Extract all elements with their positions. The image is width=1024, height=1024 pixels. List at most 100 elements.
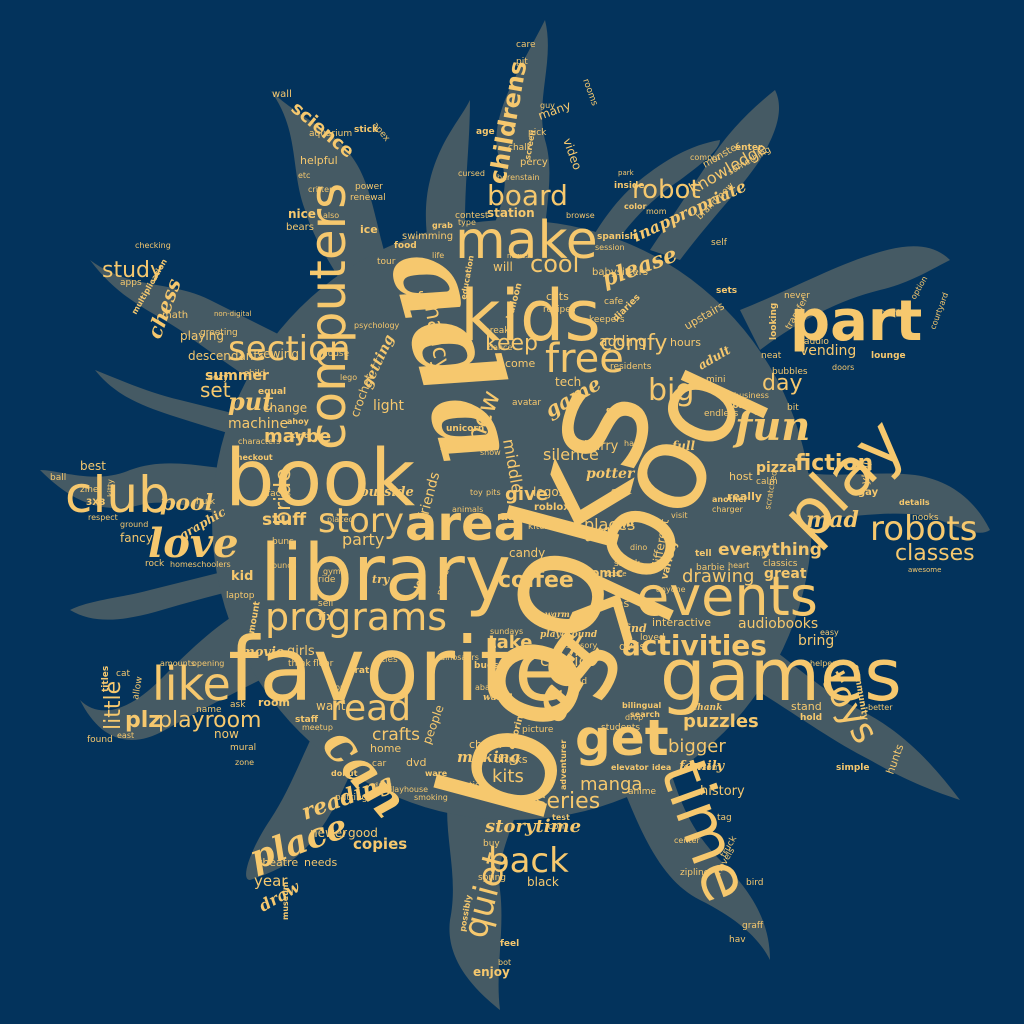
- word: stand: [791, 700, 822, 713]
- word: party: [342, 530, 384, 549]
- word: areas: [599, 597, 630, 610]
- word: floor: [313, 659, 334, 669]
- word: search: [630, 710, 660, 719]
- word: really: [727, 490, 762, 503]
- word: warm: [545, 609, 570, 619]
- word: picture: [522, 725, 554, 735]
- word: contest: [455, 211, 489, 221]
- word: respect: [88, 513, 118, 522]
- word: simple: [836, 763, 869, 773]
- word: also: [323, 211, 339, 220]
- word: station: [487, 206, 535, 220]
- word: looking: [769, 303, 779, 340]
- word: take: [488, 632, 532, 653]
- word: etc: [298, 171, 310, 180]
- word: dance: [488, 343, 512, 352]
- word: want: [316, 699, 346, 713]
- word: child: [244, 369, 265, 379]
- word: light: [373, 398, 405, 414]
- word: fancy: [120, 531, 153, 545]
- word: craft: [611, 487, 632, 497]
- word: care: [516, 40, 536, 50]
- word: put: [228, 387, 273, 416]
- word: activities: [622, 629, 767, 662]
- word: build: [565, 677, 587, 687]
- word: buy: [483, 839, 500, 849]
- word: computers: [299, 183, 357, 450]
- word: browse: [566, 211, 595, 220]
- word: days: [373, 781, 392, 790]
- word: dino: [630, 543, 647, 552]
- word: descendants: [188, 349, 264, 363]
- word: robot: [632, 175, 701, 205]
- word: zine: [80, 485, 99, 495]
- word: babysitters: [592, 267, 648, 278]
- word: playhouse: [387, 785, 428, 794]
- word: hand: [624, 439, 644, 448]
- word: little: [101, 681, 126, 730]
- word: never: [784, 291, 810, 301]
- word: fix: [318, 610, 333, 623]
- word: love: [148, 520, 239, 567]
- word: ground: [120, 520, 148, 529]
- word: favorite: [228, 618, 568, 721]
- word: roblox: [534, 502, 570, 513]
- word: storytime: [484, 816, 581, 837]
- word: sets: [716, 286, 737, 296]
- word: pit: [516, 57, 528, 67]
- word: pick: [528, 128, 547, 138]
- word: cozy: [208, 373, 229, 383]
- word: sell: [318, 599, 333, 609]
- word: everything: [718, 540, 822, 560]
- word: another: [712, 495, 748, 504]
- word: coffee: [498, 568, 574, 593]
- word: berenstain: [497, 173, 540, 182]
- word: lounge: [871, 351, 906, 361]
- word: dont: [330, 683, 348, 692]
- word: enter: [735, 143, 763, 153]
- word: calm: [756, 477, 778, 487]
- word: playing: [180, 329, 224, 343]
- word: placed: [327, 515, 354, 524]
- word: buds: [474, 661, 499, 671]
- word: spanish: [597, 232, 636, 242]
- word: needs: [304, 856, 337, 869]
- word: restroom: [680, 763, 721, 773]
- word: bubbles: [772, 367, 808, 377]
- word: full: [671, 439, 695, 453]
- word: events: [636, 565, 818, 628]
- word: painting: [880, 308, 913, 317]
- word: bigger: [668, 736, 726, 757]
- word: faces: [267, 489, 291, 499]
- word: home: [370, 742, 401, 755]
- word: greeting: [200, 328, 238, 338]
- word: rock: [145, 559, 165, 569]
- word: vending: [800, 343, 856, 359]
- word: mom: [646, 207, 667, 216]
- word: cats: [546, 290, 569, 303]
- word: drawing: [682, 566, 754, 587]
- word: classes: [895, 541, 975, 566]
- word: neat: [761, 351, 782, 361]
- word: checkout: [232, 453, 273, 462]
- word: good: [348, 826, 378, 840]
- word: sensory: [566, 641, 598, 650]
- word: dork: [726, 401, 750, 411]
- word: ware: [425, 769, 448, 778]
- word: fun: [732, 403, 810, 450]
- word: board: [487, 179, 568, 212]
- word: animals: [452, 505, 483, 514]
- word: putting: [335, 793, 367, 803]
- word: percy: [520, 157, 548, 168]
- word: anime: [628, 787, 656, 797]
- word: bride: [271, 468, 296, 525]
- word: ahoy: [287, 417, 310, 426]
- word: mini: [706, 375, 725, 385]
- word: manga: [580, 774, 642, 795]
- word: summer: [205, 368, 269, 384]
- word: better: [868, 703, 893, 712]
- word: newest: [507, 252, 532, 260]
- word: stick: [354, 125, 379, 135]
- word: fave: [417, 288, 452, 307]
- word: get: [575, 709, 669, 767]
